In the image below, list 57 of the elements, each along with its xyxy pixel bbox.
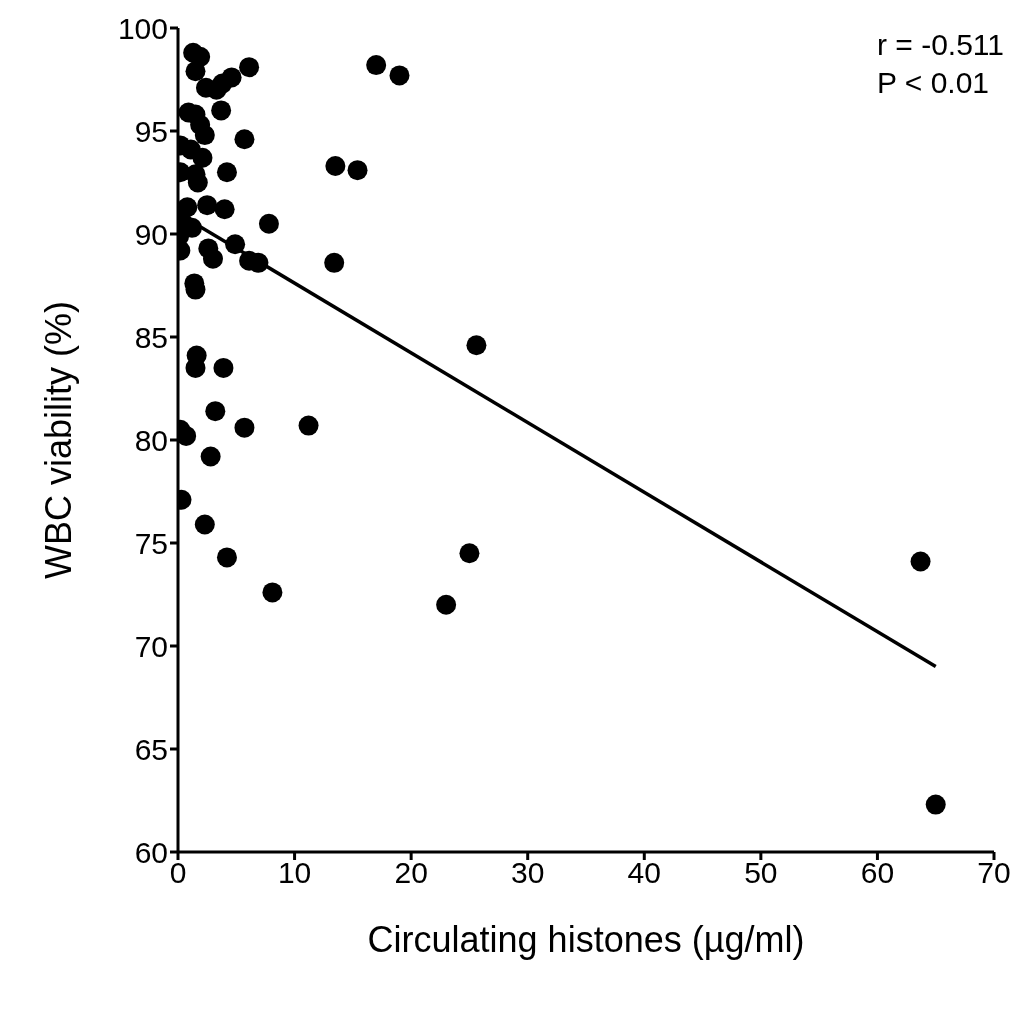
y-tick-label: 100 bbox=[117, 11, 168, 45]
point bbox=[234, 417, 255, 438]
point bbox=[262, 582, 283, 603]
y-tick-label: 65 bbox=[134, 732, 168, 766]
point bbox=[185, 357, 206, 378]
point bbox=[298, 415, 319, 436]
point bbox=[216, 162, 237, 183]
x-tick-label: 50 bbox=[744, 856, 778, 890]
y-tick-label: 80 bbox=[134, 423, 168, 457]
point bbox=[466, 335, 487, 356]
x-tick-label: 20 bbox=[394, 856, 428, 890]
point bbox=[194, 125, 215, 146]
point bbox=[910, 551, 931, 572]
x-tick-label: 30 bbox=[511, 856, 545, 890]
point bbox=[185, 61, 206, 82]
point bbox=[239, 57, 260, 78]
annotation: P < 0.01 bbox=[876, 65, 990, 101]
point bbox=[347, 160, 368, 181]
point bbox=[216, 547, 237, 568]
point bbox=[225, 234, 246, 255]
y-tick-label: 95 bbox=[134, 114, 168, 148]
point bbox=[248, 252, 269, 273]
point bbox=[178, 197, 198, 218]
point bbox=[214, 199, 235, 220]
point bbox=[925, 794, 946, 815]
x-tick-label: 70 bbox=[977, 856, 1011, 890]
point bbox=[178, 425, 197, 446]
point bbox=[213, 357, 234, 378]
y-tick-label: 90 bbox=[134, 217, 168, 251]
point bbox=[325, 156, 346, 177]
point bbox=[459, 543, 480, 564]
point bbox=[211, 100, 232, 121]
point bbox=[200, 446, 221, 467]
point bbox=[366, 55, 387, 76]
y-tick-label: 70 bbox=[134, 629, 168, 663]
point bbox=[192, 147, 213, 168]
point bbox=[258, 213, 279, 234]
point bbox=[202, 248, 223, 269]
point bbox=[436, 594, 457, 615]
annotation: r = -0.511 bbox=[876, 27, 1004, 63]
point bbox=[194, 514, 215, 535]
y-tick-label: 75 bbox=[134, 526, 168, 560]
x-tick-label: 0 bbox=[169, 856, 187, 890]
y-tick-label: 85 bbox=[134, 320, 168, 354]
x-tick-label: 60 bbox=[860, 856, 895, 890]
x-tick-label: 10 bbox=[277, 856, 312, 890]
y-axis-title: WBC viability (%) bbox=[37, 300, 79, 580]
x-tick-label: 40 bbox=[627, 856, 661, 890]
point bbox=[197, 195, 218, 216]
y-tick-label: 60 bbox=[134, 835, 168, 869]
point bbox=[389, 65, 410, 86]
point bbox=[205, 401, 226, 422]
point bbox=[221, 67, 242, 88]
point bbox=[187, 172, 208, 193]
point bbox=[234, 129, 255, 150]
x-axis-title: Circulating histones (µg/ml) bbox=[367, 919, 805, 960]
point bbox=[324, 252, 345, 273]
